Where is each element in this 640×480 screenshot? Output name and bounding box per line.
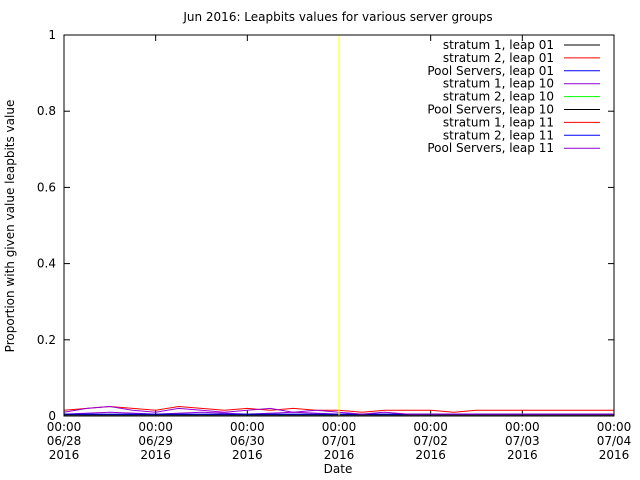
legend-label: stratum 2, leap 01 xyxy=(443,51,554,65)
x-tick-label-line: 00:00 xyxy=(597,420,632,434)
x-tick-label-line: 07/04 xyxy=(597,434,632,448)
y-tick-label: 0.8 xyxy=(37,104,56,118)
x-tick-label-line: 2016 xyxy=(140,448,171,462)
chart-title: Jun 2016: Leapbits values for various se… xyxy=(182,10,492,24)
x-tick-label-line: 00:00 xyxy=(413,420,448,434)
y-tick-label: 0 xyxy=(48,409,56,423)
x-tick-label-line: 2016 xyxy=(507,448,538,462)
x-tick-label-line: 07/02 xyxy=(413,434,448,448)
x-tick-label-line: 00:00 xyxy=(138,420,173,434)
x-tick-label: 00:00 06/28 2016 xyxy=(47,420,82,462)
legend-label: stratum 1, leap 10 xyxy=(443,77,554,91)
x-tick-label-line: 06/28 xyxy=(47,434,82,448)
x-tick-label-line: 2016 xyxy=(324,448,355,462)
x-tick-label-line: 2016 xyxy=(232,448,263,462)
x-tick-label-line: 06/30 xyxy=(230,434,265,448)
x-tick-label: 00:00 07/01 2016 xyxy=(322,420,357,462)
y-axis-label: Proportion with given value leapbits val… xyxy=(3,100,17,353)
x-tick-label: 00:00 06/29 2016 xyxy=(138,420,173,462)
x-tick-label: 00:00 07/02 2016 xyxy=(413,420,448,462)
x-tick-label-line: 07/03 xyxy=(505,434,540,448)
y-tick-label: 0.2 xyxy=(37,333,56,347)
legend-label: stratum 1, leap 01 xyxy=(443,38,554,52)
x-tick-label: 00:00 07/03 2016 xyxy=(505,420,540,462)
legend-label: Pool Servers, leap 11 xyxy=(427,141,554,155)
plot-frame xyxy=(63,34,615,417)
x-tick-label: 00:00 06/30 2016 xyxy=(230,420,265,462)
legend-label: stratum 2, leap 10 xyxy=(443,90,554,104)
x-tick-label-line: 06/29 xyxy=(138,434,173,448)
x-tick-label-line: 00:00 xyxy=(230,420,265,434)
x-tick-label-line: 2016 xyxy=(415,448,446,462)
legend-label: stratum 2, leap 11 xyxy=(443,128,554,142)
x-tick-label: 00:00 07/04 2016 xyxy=(597,420,632,462)
legend-label: stratum 1, leap 11 xyxy=(443,115,554,129)
y-tick-label: 0.4 xyxy=(37,257,56,271)
x-tick-label-line: 2016 xyxy=(49,448,80,462)
x-tick-label-line: 00:00 xyxy=(505,420,540,434)
y-tick-label: 1 xyxy=(48,28,56,42)
legend-label: Pool Servers, leap 01 xyxy=(427,64,554,78)
y-tick-label: 0.6 xyxy=(37,180,56,194)
x-tick-label-line: 00:00 xyxy=(47,420,82,434)
x-tick-label-line: 00:00 xyxy=(322,420,357,434)
legend-label: Pool Servers, leap 10 xyxy=(427,103,554,117)
x-tick-label-line: 07/01 xyxy=(322,434,357,448)
x-axis-label: Date xyxy=(324,462,353,476)
x-tick-label-line: 2016 xyxy=(599,448,630,462)
